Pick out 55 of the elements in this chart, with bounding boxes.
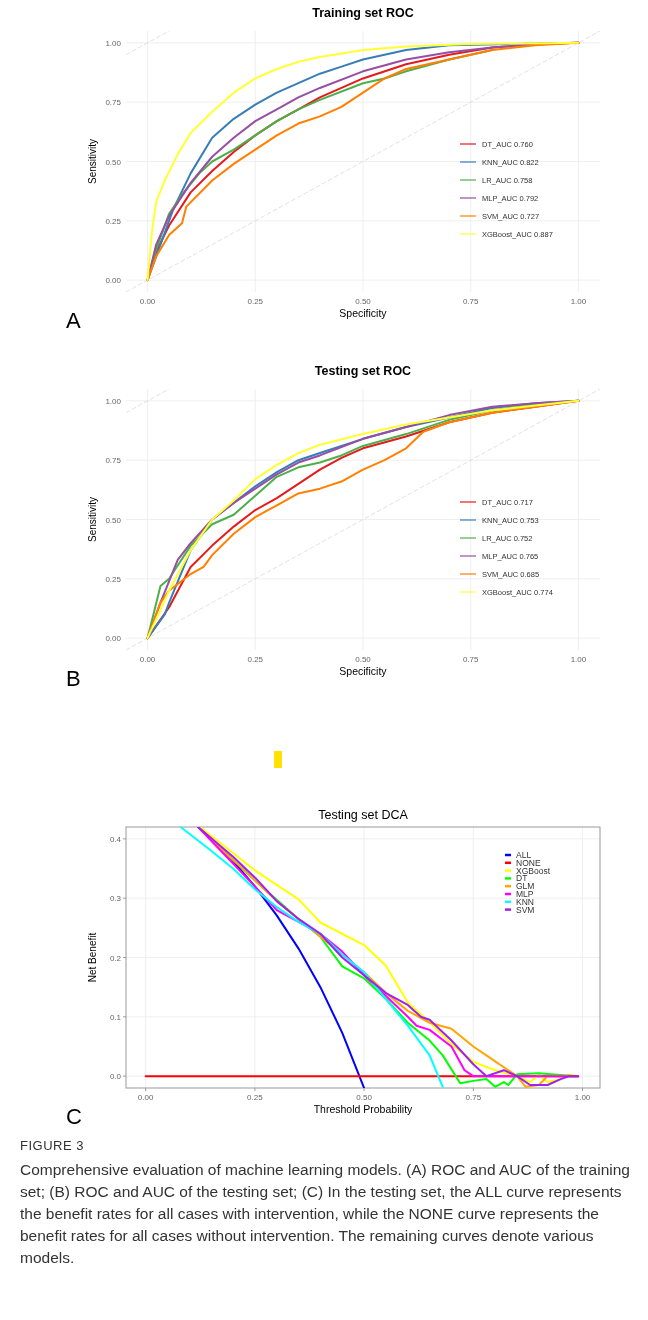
line-series xyxy=(146,399,580,640)
y-tick-label: 0.75 xyxy=(105,98,122,108)
y-tick-label: 1.00 xyxy=(105,38,122,48)
x-tick-label: 0.00 xyxy=(139,655,156,664)
x-tick-label: 0.75 xyxy=(465,1093,482,1102)
legend-label: GLM xyxy=(516,881,535,892)
x-axis-title: Threshold Probability xyxy=(313,1103,414,1115)
x-axis-title: Specificity xyxy=(339,307,388,319)
y-tick-label: 0.00 xyxy=(105,276,122,286)
y-tick-label: 0.4 xyxy=(109,834,122,844)
legend-label: NONE xyxy=(516,857,541,868)
y-tick-label: 0.3 xyxy=(109,894,122,904)
y-tick-label: 1.00 xyxy=(105,396,122,406)
y-axis-title: Sensitivity xyxy=(87,496,98,543)
caption: FIGURE 3 xyxy=(20,1138,85,1153)
x-axis-title: Specificity xyxy=(339,665,388,677)
y-tick-label: 0.25 xyxy=(105,216,122,226)
chart-title: Training set ROC xyxy=(312,6,414,20)
y-tick-label: 0.50 xyxy=(105,157,122,167)
x-tick-label: 0.25 xyxy=(247,297,264,306)
y-tick-label: 0.2 xyxy=(109,953,122,963)
text: A xyxy=(66,308,81,333)
y-tick-label: 0.25 xyxy=(105,574,122,584)
legend-label: MLP xyxy=(516,889,534,899)
x-tick-label: 1.00 xyxy=(570,297,587,306)
y-tick-label: 0.0 xyxy=(109,1072,122,1082)
legend-label: DT xyxy=(516,873,528,884)
text: Comprehensive evaluation of machine learning models. (A) ROC and AUC of the training set; (B) ROC and AUC of the testing set; (C) In the testing set, the ALL curve represents the benefit rates for all cases with intervention, while the NONE curve represents the benefit rates for all cases without intervention. The remaining curves denote various models. xyxy=(20,1160,630,1268)
x-tick-label: 0.00 xyxy=(139,297,156,306)
line-series xyxy=(179,827,444,1088)
x-tick-label: 0.75 xyxy=(462,655,480,664)
legend-label: SVM xyxy=(516,904,535,915)
legend-label: ALL xyxy=(516,850,532,860)
text: C xyxy=(66,1104,82,1129)
x-tick-label: 1.00 xyxy=(570,655,587,664)
x-tick-label: 0.00 xyxy=(137,1093,154,1102)
y-tick-label: 0.1 xyxy=(109,1012,122,1022)
x-tick-label: 0.25 xyxy=(247,655,264,664)
y-tick-label: 0.50 xyxy=(105,515,122,525)
x-tick-label: 0.50 xyxy=(356,1093,373,1102)
y-tick-label: 0.00 xyxy=(105,634,122,644)
x-tick-label: 0.50 xyxy=(355,297,372,306)
legend-label: XGBoost xyxy=(516,865,551,876)
y-axis-title: Net Benefit xyxy=(87,932,98,983)
x-tick-label: 0.75 xyxy=(462,297,480,306)
y-axis-title: Sensitivity xyxy=(87,138,98,185)
text: B xyxy=(66,666,81,691)
x-tick-label: 0.50 xyxy=(355,655,372,664)
chart-title: Testing set ROC xyxy=(314,364,412,378)
chart-title: Testing set DCA xyxy=(318,808,409,822)
x-tick-label: 0.25 xyxy=(247,1093,264,1102)
x-tick-label: 1.00 xyxy=(574,1093,591,1102)
legend-label: KNN xyxy=(516,896,534,907)
y-tick-label: 0.75 xyxy=(105,456,122,466)
line-series xyxy=(146,41,580,282)
